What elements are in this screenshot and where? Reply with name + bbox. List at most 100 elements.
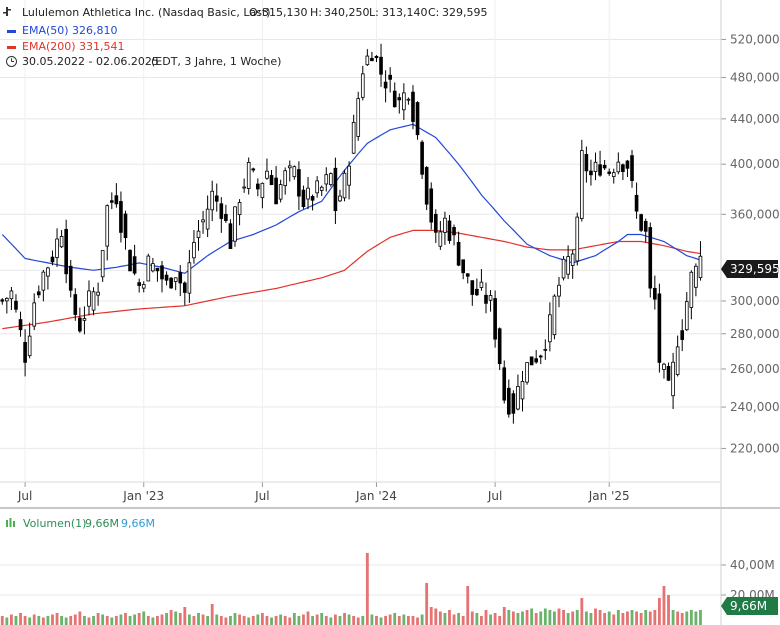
candle-body (214, 195, 219, 202)
candle-body (639, 214, 643, 231)
volume-bar (183, 607, 187, 625)
candle-body (634, 194, 639, 212)
time-tick-label: Jan '25 (588, 489, 630, 503)
volume-bar (224, 617, 228, 625)
candle-body (278, 184, 283, 200)
volume-bar (470, 611, 474, 625)
volume-bar (32, 614, 36, 625)
volume-bar (621, 613, 625, 625)
candle-body (420, 141, 424, 175)
candle-body (205, 208, 210, 230)
candle-body (310, 196, 315, 201)
price-tick-label: 360,000 (730, 207, 780, 221)
candle-body (100, 250, 105, 278)
volume-bar (151, 617, 155, 625)
candle-body (9, 290, 14, 300)
candle-body (164, 274, 169, 281)
volume-bar (69, 616, 73, 625)
volume-bar (101, 614, 105, 625)
volume-bar (662, 586, 666, 625)
volume-bar (320, 613, 324, 625)
volume-bar (557, 608, 561, 625)
candle-body (141, 284, 146, 289)
candle-body (424, 167, 429, 205)
candle-body (91, 291, 96, 311)
legend-c-value: 329,595 (442, 6, 488, 19)
volume-bar (338, 616, 342, 625)
volume-bar (484, 610, 488, 625)
candle-body (516, 385, 520, 410)
candle-body (666, 365, 671, 381)
volume-bar (502, 607, 506, 625)
volume-bar (689, 610, 693, 625)
candle-body (370, 57, 374, 62)
time-tick-label: Jan '23 (122, 489, 164, 503)
volume-bar (475, 613, 479, 625)
candle-body (324, 174, 329, 185)
volume-bar (283, 616, 287, 625)
legend-o-label: O: (249, 6, 261, 19)
candle-body (657, 293, 662, 363)
candle-body (570, 253, 575, 266)
candle-body (169, 277, 173, 289)
time-tick-label: Jul (487, 489, 502, 503)
volume-bar (461, 616, 465, 625)
volume-bar (210, 604, 214, 625)
candle-body (429, 188, 434, 223)
candle-body (580, 150, 584, 219)
candle-body (653, 287, 657, 300)
candle-body (338, 195, 342, 202)
legend-h-value: 340,250 (324, 6, 370, 19)
volume-bar (493, 613, 497, 625)
volume-bar (388, 614, 392, 625)
candle-body (520, 381, 525, 400)
candle-body (210, 190, 215, 211)
candle-body (365, 55, 370, 66)
candle-body (447, 220, 452, 241)
ema50-value: 326,810 (72, 24, 118, 37)
volume-bar (87, 617, 91, 625)
volume-legend: Volumen(1) 9,66M 9,66M (6, 517, 155, 530)
candle-body (680, 330, 685, 340)
volume-bar (41, 617, 45, 625)
ohlc-icon-tick-right (8, 9, 11, 11)
candle-body (73, 294, 78, 315)
candle-body (87, 290, 91, 307)
volume-bar (270, 617, 273, 625)
volume-bar (680, 613, 684, 625)
candle-body (137, 282, 141, 286)
volume-bar (448, 610, 451, 625)
volume-bar (452, 614, 456, 625)
volume-bar (594, 608, 597, 625)
candle-body (173, 277, 178, 282)
volume-bar (23, 616, 27, 625)
legend-c-label: C: (428, 6, 439, 19)
volume-bar (530, 608, 534, 625)
volume-bar (0, 616, 4, 625)
last-price-badge-shape (721, 260, 778, 278)
candle-body (151, 263, 155, 272)
candle-body (689, 271, 694, 308)
candle-body (32, 302, 37, 327)
volume-bar (19, 613, 22, 625)
volume-bar (256, 614, 260, 625)
candle-body (109, 200, 114, 203)
candle-body (114, 195, 119, 205)
candle-body (625, 160, 630, 169)
candle-body (196, 230, 201, 239)
volume-bar (589, 613, 593, 625)
candle-body (329, 173, 333, 185)
candle-body (237, 202, 242, 216)
volume-bar (676, 611, 680, 625)
candle-body (402, 92, 406, 111)
legend-h-label: H: (310, 6, 322, 19)
volume-bar (616, 610, 620, 625)
volume-bar (685, 611, 689, 625)
volume-bar (119, 614, 123, 625)
candle-body (643, 220, 648, 232)
volume-bar (347, 614, 351, 625)
candle-body (598, 164, 602, 176)
ema50-label: EMA(50) (22, 24, 69, 37)
candle-body (233, 206, 237, 242)
volume-bar (384, 616, 388, 625)
